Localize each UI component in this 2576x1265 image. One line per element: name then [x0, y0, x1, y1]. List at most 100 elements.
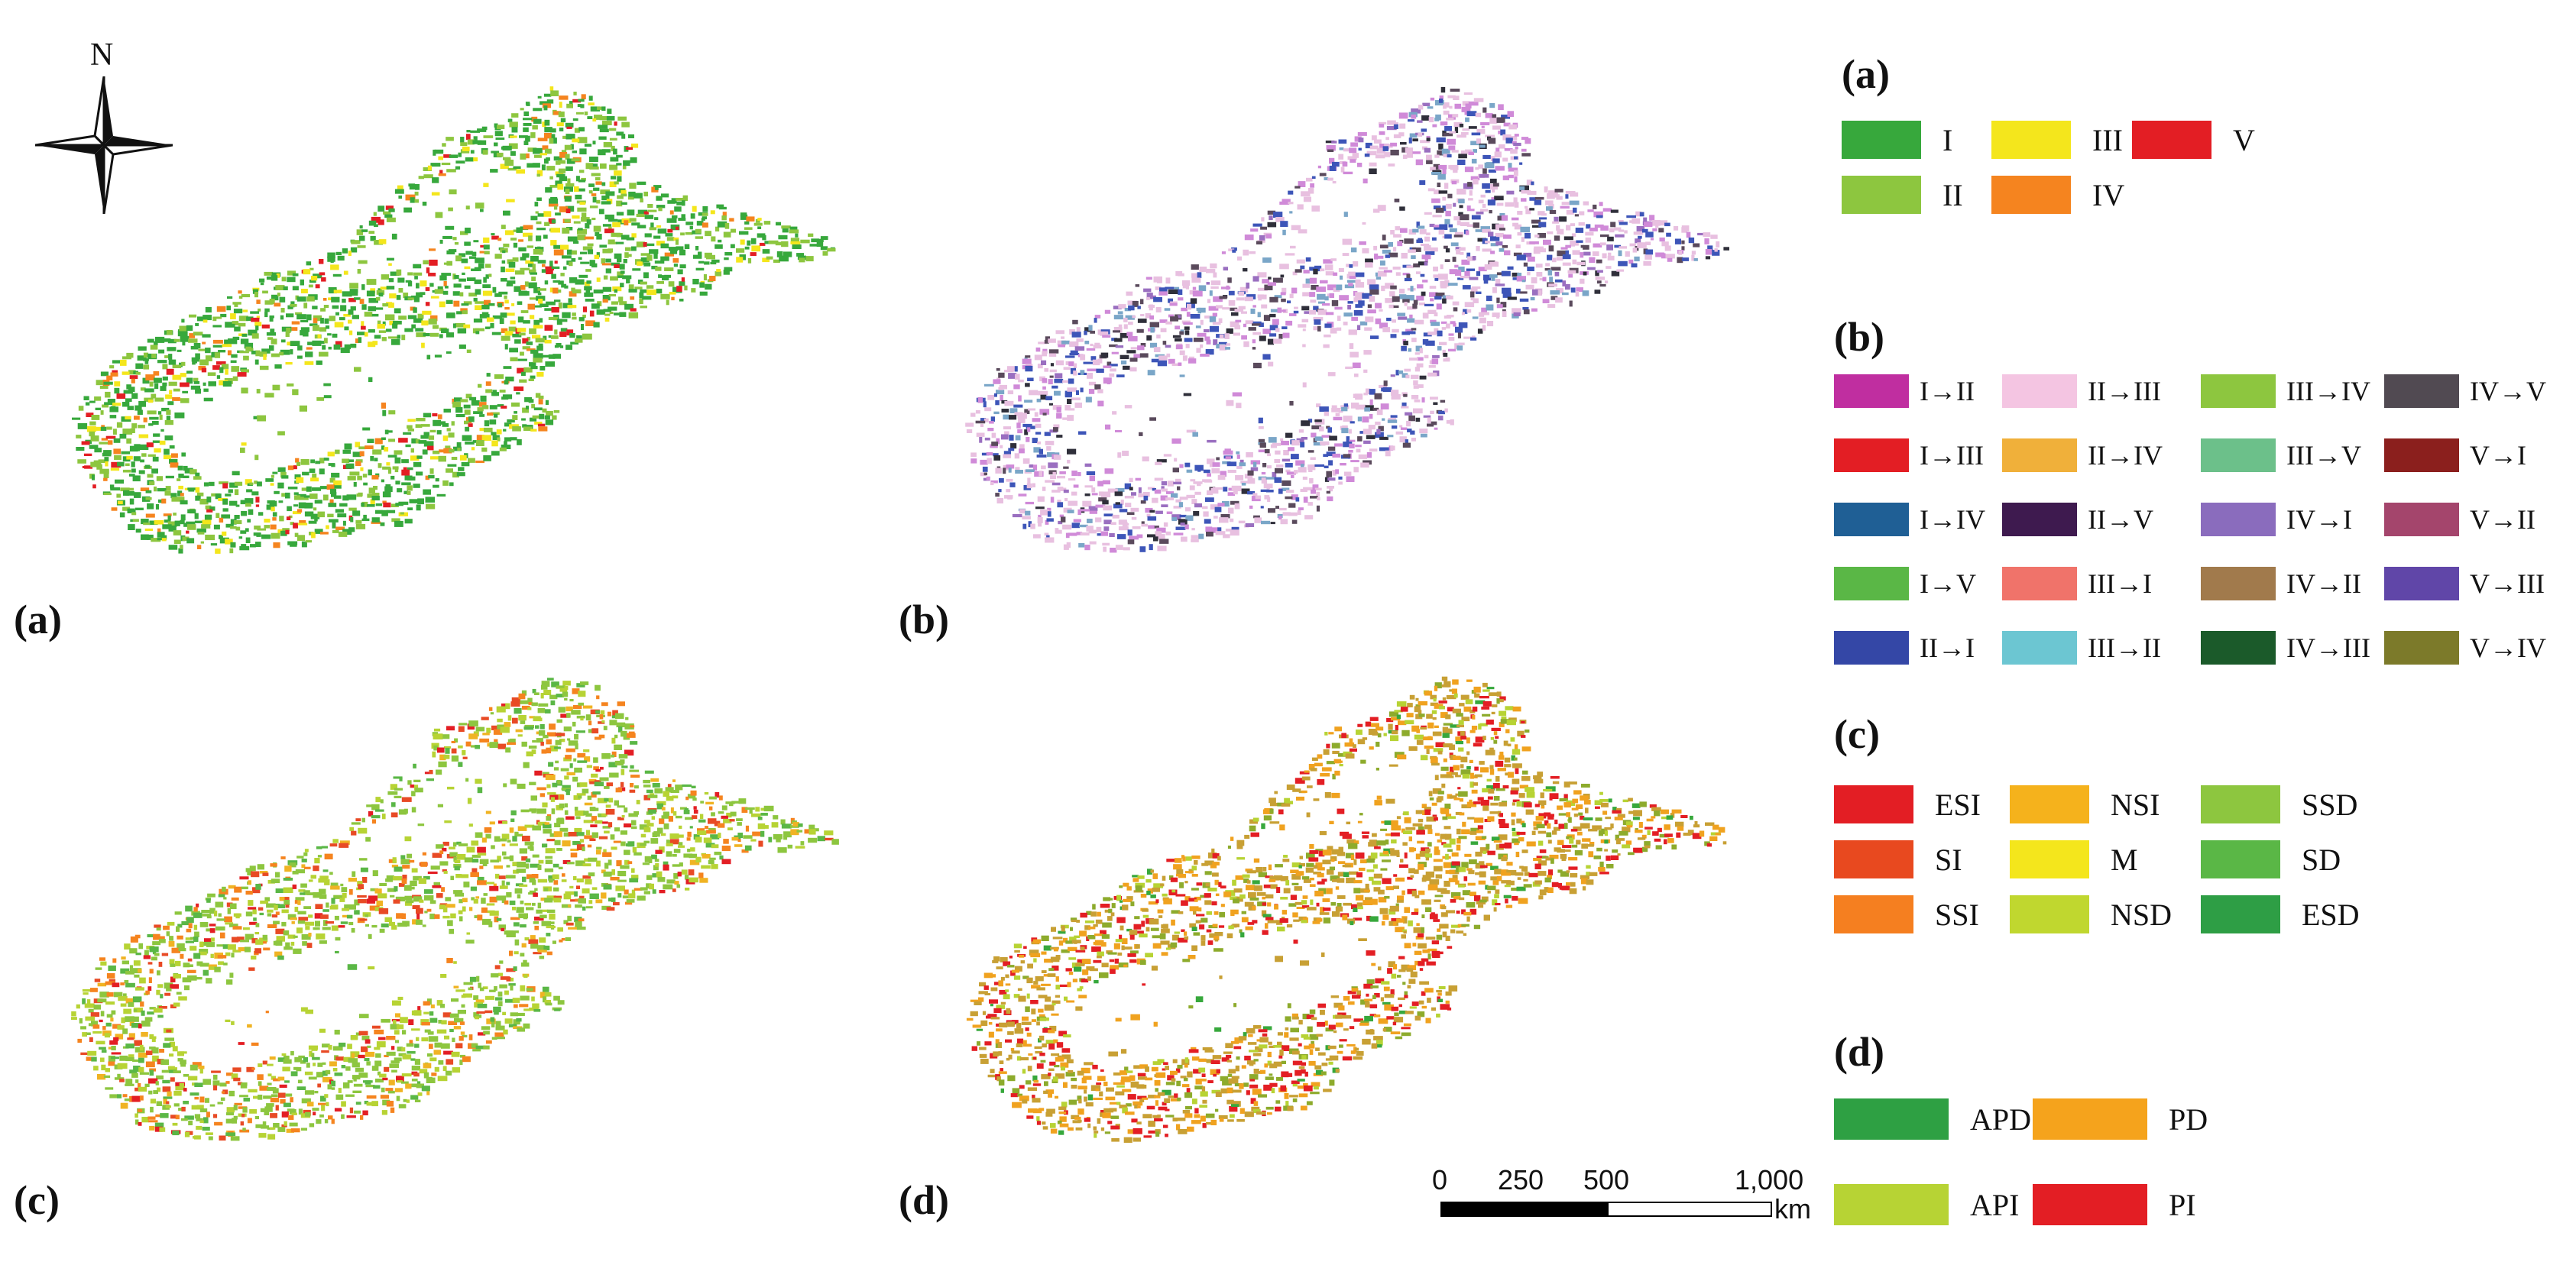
legend-swatch [1834, 840, 1913, 878]
legend-a-item-V: V [2132, 121, 2255, 159]
map-panel-a [72, 86, 836, 554]
legend-swatch [2002, 374, 2077, 408]
legend-swatch [1834, 374, 1909, 408]
legend-swatch [1834, 785, 1913, 823]
legend-label: V [2233, 122, 2255, 157]
legend-label: IV→I [2286, 504, 2352, 535]
legend-swatch [2201, 840, 2280, 878]
legend-swatch [1834, 503, 1909, 536]
legend-swatch [2010, 785, 2089, 823]
legend-label: V→IV [2470, 632, 2546, 663]
legend-swatch [2384, 503, 2459, 536]
legend-label: IV→II [2286, 568, 2361, 599]
scale-unit: km [1774, 1193, 1811, 1225]
scale-tick-500: 500 [1583, 1164, 1630, 1195]
legend-c-item: NSI [2010, 785, 2160, 823]
legend-swatch [1834, 567, 1909, 600]
map-speckle-layer [72, 86, 836, 554]
legend-label: II→I [1920, 632, 1975, 663]
legend-swatch [1834, 1184, 1949, 1225]
map-panel-b [965, 86, 1729, 553]
legend-label: SSD [2302, 787, 2358, 822]
legend-a-item-II: II [1842, 176, 1963, 214]
legend-b-item: III→V [2201, 438, 2361, 472]
legend-swatch [2201, 374, 2276, 408]
north-label: N [90, 37, 114, 73]
legend-b-item: IV→I [2201, 503, 2352, 536]
legend-b-item: II→IV [2002, 438, 2163, 472]
legend-label: I→II [1920, 376, 1975, 406]
legend-label: NSD [2111, 897, 2173, 932]
legend-b-item: I→V [1834, 567, 1976, 600]
legend-label: NSI [2111, 787, 2160, 822]
legend-label: II→III [2088, 376, 2161, 406]
compass-north-arrow-icon [35, 76, 173, 214]
legend-b-item: V→III [2384, 567, 2545, 600]
legend-swatch [2002, 631, 2077, 665]
legend-b-item: I→II [1834, 374, 1975, 408]
legend-label: IV [2092, 177, 2125, 212]
legend-swatch [2384, 438, 2459, 472]
map-speckle-layer [71, 678, 839, 1141]
scale-tick-250: 250 [1498, 1164, 1544, 1195]
legend-label: PI [2169, 1187, 2196, 1222]
scale-bar [1440, 1202, 1772, 1217]
legend-swatch [1991, 176, 2071, 214]
legend-c-item: NSD [2010, 895, 2172, 933]
legend-c-item: ESI [1834, 785, 1981, 823]
legend-swatch [1991, 121, 2071, 159]
legend-c-item: SI [1834, 840, 1962, 878]
legend-b-item: IV→V [2384, 374, 2546, 408]
legend-swatch [2002, 567, 2077, 600]
legend-swatch [2201, 631, 2276, 665]
legend-c-item: SD [2201, 840, 2341, 878]
legend-swatch [2384, 567, 2459, 600]
legend-d-item-API: API [1834, 1184, 2019, 1225]
map-panel-c [71, 678, 839, 1141]
legend-b-item: III→I [2002, 567, 2152, 600]
legend-label: SSI [1935, 897, 1979, 932]
panel-label-b: (b) [899, 597, 949, 642]
legend-swatch [1842, 121, 1921, 159]
legend-label: III→II [2088, 632, 2161, 663]
legend-b-item: IV→III [2201, 631, 2370, 665]
legend-swatch [2002, 503, 2077, 536]
legend-b-item: II→III [2002, 374, 2161, 408]
legend-b-item: II→I [1834, 631, 1975, 665]
legend-label: I [1943, 122, 1953, 157]
legend-label: II [1943, 177, 1963, 212]
legend-swatch [2132, 121, 2211, 159]
legend-b-item: IV→II [2201, 567, 2361, 600]
legend-swatch [1834, 895, 1913, 933]
legend-c-item: M [2010, 840, 2138, 878]
legend-label: III [2092, 122, 2123, 157]
legend-label: SI [1935, 842, 1962, 877]
legend-label: III→V [2286, 440, 2361, 471]
map-speckle-layer [966, 676, 1727, 1143]
legend-swatch [2033, 1098, 2147, 1140]
legend-swatch [2201, 503, 2276, 536]
legend-swatch [2201, 438, 2276, 472]
legend-label: PD [2169, 1102, 2208, 1137]
legend-d-item-APD: APD [1834, 1098, 2031, 1140]
legend-b-item: II→V [2002, 503, 2153, 536]
legend-d-item-PI: PI [2033, 1184, 2196, 1225]
legend-label: II→IV [2088, 440, 2163, 471]
legend-b-item: V→II [2384, 503, 2535, 536]
legend-swatch [2384, 374, 2459, 408]
legend-b-item: I→III [1834, 438, 1984, 472]
legend-swatch [1834, 631, 1909, 665]
legend-a-item-III: III [1991, 121, 2123, 159]
legend-label: III→I [2088, 568, 2152, 599]
legend-label: III→IV [2286, 376, 2370, 406]
legend-label: V→I [2470, 440, 2526, 471]
legend-label: IV→V [2470, 376, 2546, 406]
legend-b-item: III→IV [2201, 374, 2370, 408]
legend-c-item: SSI [1834, 895, 1979, 933]
legend-label: ESI [1935, 787, 1981, 822]
legend-label: APD [1970, 1102, 2032, 1137]
legend-label: IV→III [2286, 632, 2370, 663]
legend-a-title: (a) [1842, 51, 1890, 97]
panel-label-d: (d) [899, 1177, 949, 1223]
legend-b-item: V→IV [2384, 631, 2546, 665]
